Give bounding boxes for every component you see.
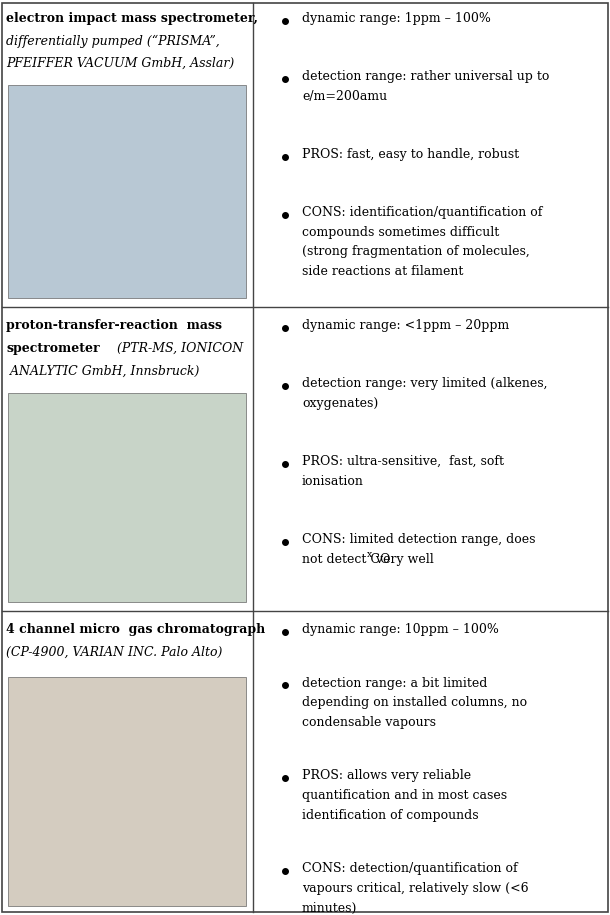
Text: dynamic range: <1ppm – 20ppm: dynamic range: <1ppm – 20ppm: [302, 319, 509, 332]
Text: not detect CO: not detect CO: [302, 553, 390, 565]
Text: PROS: ultra-sensitive,  fast, soft: PROS: ultra-sensitive, fast, soft: [302, 455, 504, 468]
Text: PROS: fast, easy to handle, robust: PROS: fast, easy to handle, robust: [302, 147, 519, 161]
Text: spectrometer: spectrometer: [6, 342, 99, 355]
Text: side reactions at filament: side reactions at filament: [302, 264, 464, 278]
Text: identification of compounds: identification of compounds: [302, 809, 479, 822]
Text: e/m=200amu: e/m=200amu: [302, 90, 387, 102]
Text: x: x: [367, 550, 372, 559]
Text: compounds sometimes difficult: compounds sometimes difficult: [302, 225, 499, 239]
Text: minutes): minutes): [302, 901, 357, 915]
Text: CONS: detection/quantification of: CONS: detection/quantification of: [302, 862, 517, 876]
Bar: [8, 677, 246, 906]
Text: dynamic range: 1ppm – 100%: dynamic range: 1ppm – 100%: [302, 12, 491, 25]
Text: detection range: a bit limited: detection range: a bit limited: [302, 676, 487, 690]
Text: condensable vapours: condensable vapours: [302, 716, 436, 729]
Text: (strong fragmentation of molecules,: (strong fragmentation of molecules,: [302, 245, 529, 258]
Text: CONS: limited detection range, does: CONS: limited detection range, does: [302, 533, 536, 546]
Bar: [8, 393, 246, 602]
Text: very well: very well: [373, 553, 434, 565]
Text: detection range: very limited (alkenes,: detection range: very limited (alkenes,: [302, 377, 547, 391]
Text: vapours critical, relatively slow (<6: vapours critical, relatively slow (<6: [302, 882, 529, 895]
Text: 4 channel micro  gas chromatograph: 4 channel micro gas chromatograph: [6, 623, 265, 636]
Text: differentially pumped (“PRISMA”,: differentially pumped (“PRISMA”,: [6, 35, 220, 48]
Text: ANALYTIC GmbH, Innsbruck): ANALYTIC GmbH, Innsbruck): [6, 364, 199, 378]
Text: PFEIFFER VACUUM GmbH, Asslar): PFEIFFER VACUUM GmbH, Asslar): [6, 57, 234, 70]
Text: proton-transfer-reaction  mass: proton-transfer-reaction mass: [6, 319, 222, 332]
Text: depending on installed columns, no: depending on installed columns, no: [302, 696, 527, 709]
Text: detection range: rather universal up to: detection range: rather universal up to: [302, 70, 550, 83]
Text: (CP-4900, VARIAN INC. Palo Alto): (CP-4900, VARIAN INC. Palo Alto): [6, 646, 223, 659]
Bar: [8, 85, 246, 298]
Text: oxygenates): oxygenates): [302, 397, 378, 410]
Text: dynamic range: 10ppm – 100%: dynamic range: 10ppm – 100%: [302, 623, 499, 636]
Text: electron impact mass spectrometer,: electron impact mass spectrometer,: [6, 12, 258, 25]
Text: PROS: allows very reliable: PROS: allows very reliable: [302, 770, 471, 782]
Text: quantification and in most cases: quantification and in most cases: [302, 789, 507, 802]
Text: ionisation: ionisation: [302, 475, 364, 488]
Text: (PTR-MS, IONICON: (PTR-MS, IONICON: [113, 342, 243, 355]
Text: CONS: identification/quantification of: CONS: identification/quantification of: [302, 206, 542, 219]
